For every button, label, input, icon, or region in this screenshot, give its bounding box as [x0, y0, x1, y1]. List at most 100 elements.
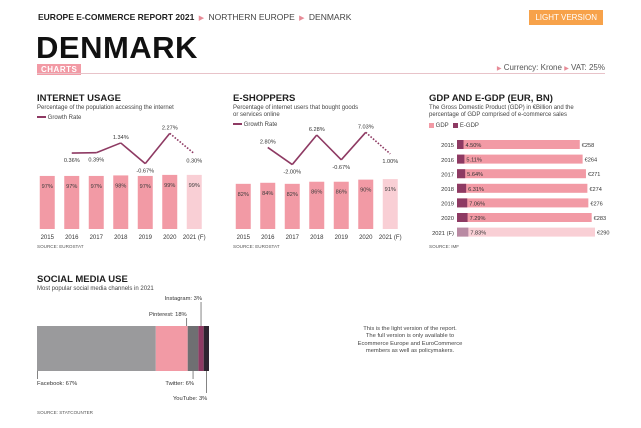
eshoppers-chart: 82% 2015 84% 2016 82% 2017 86% 2018 86% 2019 90% 20…	[235, 124, 402, 241]
egdp-bar	[457, 227, 469, 237]
gdp-y-tick-label: 2015	[441, 143, 454, 149]
egdp-label: 6.31%	[468, 187, 484, 193]
internet-growth-label: 2.27%	[162, 125, 178, 131]
eshoppers-x-tick-label: 2015	[237, 235, 251, 241]
breadcrumb-country[interactable]: DENMARK	[308, 12, 352, 22]
eshoppers-growth-label: 7.03%	[358, 124, 374, 130]
divider	[37, 73, 605, 74]
gdp-y-tick-label: 2021 (F)	[432, 231, 454, 237]
internet-bar-label: 97%	[140, 184, 151, 190]
gdp-title: GDP AND E-GDP (EUR, BN)	[429, 93, 553, 104]
eshoppers-bar-label: 91%	[385, 187, 396, 193]
gdp-subtitle-2: percentage of GDP comprised of e-commerc…	[429, 112, 567, 118]
social-label: Twitter: 6%	[165, 381, 194, 387]
eshoppers-x-tick-label: 2020	[359, 235, 373, 241]
internet-bar	[162, 174, 178, 229]
internet-bar	[186, 174, 202, 229]
egdp-bar	[457, 169, 466, 179]
eshoppers-growth-line-segment	[340, 131, 367, 161]
internet-x-tick-label: 2019	[139, 235, 153, 241]
gdp-bar	[457, 198, 589, 208]
internet-bar-label: 99%	[189, 183, 200, 189]
chevron-right-icon: ▶	[198, 15, 205, 22]
gdp-subtitle-1: The Gross Domestic Product (GDP) in €Bil…	[429, 105, 574, 111]
internet-growth-line-segment	[95, 142, 122, 154]
gdp-value-label: €283	[594, 216, 606, 222]
social-media-chart: Facebook: 67% Pinterest: 18% Twitter: 6% In…	[37, 296, 209, 402]
internet-usage-subtitle: Percentage of the population accessing t…	[37, 105, 174, 111]
legend-egdp-label: E-GDP	[459, 123, 479, 130]
egdp-bar	[457, 183, 467, 193]
social-media-source: SOURCE: STATCOUNTER	[37, 410, 93, 415]
internet-usage-title: INTERNET USAGE	[37, 93, 121, 104]
social-label: Instagram: 3%	[165, 296, 202, 302]
legend-gdp-swatch	[429, 123, 434, 128]
internet-bar-label: 97%	[42, 184, 53, 190]
gdp-chart: 2015 4.50% €258 2016 5.11% €264 2017 5.64% €271 2…	[432, 140, 609, 237]
social-segment-youtube	[203, 326, 209, 371]
internet-growth-label: 0.30%	[186, 159, 202, 165]
gdp-y-tick-label: 2018	[441, 187, 454, 193]
social-label: Facebook: 67%	[37, 381, 77, 387]
egdp-bar	[457, 198, 468, 208]
breadcrumb: EUROPE E-COMMERCE REPORT 2021 ▶ NORTHERN…	[38, 12, 351, 22]
internet-growth-line-segment	[144, 132, 171, 165]
eshoppers-source: SOURCE: EUROSTAT	[233, 244, 280, 249]
triangle-icon: ▶	[564, 66, 569, 72]
egdp-label: 7.83%	[470, 231, 486, 237]
legend-label: Growth Rate	[47, 115, 82, 121]
social-segment-facebook	[37, 326, 156, 371]
egdp-label: 7.29%	[470, 216, 486, 222]
eshoppers-bar	[260, 182, 276, 229]
eshoppers-growth-line-segment	[291, 134, 318, 166]
social-segment-instagram	[198, 326, 204, 371]
legend-gdp-label: GDP	[435, 123, 449, 130]
social-segment-twitter	[187, 326, 199, 371]
egdp-bar	[457, 154, 465, 164]
eshoppers-bar	[284, 183, 300, 229]
eshoppers-bar	[333, 181, 349, 229]
internet-usage-chart: 97% 2015 97% 2016 97% 2017 98% 2018 97% 2019 99% 20…	[39, 125, 206, 241]
internet-bar	[88, 175, 104, 229]
eshoppers-growth-label: 1.00%	[382, 159, 398, 165]
report-title: EUROPE E-COMMERCE REPORT 2021	[38, 12, 195, 22]
gdp-bar	[457, 227, 595, 237]
eshoppers-bar-label: 86%	[311, 190, 322, 196]
gdp-bar	[457, 140, 580, 149]
internet-bar	[39, 175, 55, 229]
social-label: YouTube: 3%	[173, 396, 207, 402]
note-line: members as well as policymakers.	[365, 348, 455, 355]
internet-growth-line-segment	[120, 142, 146, 165]
internet-x-tick-label: 2016	[65, 235, 79, 241]
egdp-label: 5.11%	[466, 158, 481, 164]
gdp-value-label: €271	[588, 172, 600, 178]
triangle-icon: ▶	[496, 66, 502, 72]
internet-growth-line-segment	[169, 132, 195, 155]
gdp-value-label: €274	[589, 187, 601, 193]
legend-egdp-swatch	[453, 123, 459, 128]
gdp-bar	[457, 183, 588, 193]
internet-bar	[113, 175, 129, 229]
gdp-y-tick-label: 2019	[441, 202, 454, 208]
section-label: CHARTS	[37, 64, 82, 75]
eshoppers-growth-label: -2.00%	[283, 170, 301, 176]
gdp-bar	[457, 154, 583, 164]
internet-bar-label: 98%	[115, 183, 126, 189]
note-line: Ecommerce Europe and EuroCommerce	[357, 340, 463, 347]
eshoppers-bar	[309, 181, 325, 229]
internet-x-tick-label: 2015	[41, 235, 55, 241]
gdp-source: SOURCE: IMF	[429, 244, 460, 249]
eshoppers-bar	[358, 179, 374, 229]
eshoppers-bar	[382, 179, 398, 229]
eshoppers-x-tick-label: 2017	[286, 235, 300, 241]
internet-bar	[64, 175, 80, 229]
breadcrumb-region[interactable]: NORTHERN EUROPE	[208, 12, 295, 22]
gdp-y-tick-label: 2016	[441, 158, 454, 164]
note-line: This is the light version of the report.	[363, 326, 457, 332]
eshoppers-x-tick-label: 2019	[335, 235, 349, 241]
eshoppers-x-tick-label: 2016	[261, 235, 275, 241]
light-version-badge: LIGHT VERSION	[529, 10, 603, 25]
internet-usage-source: SOURCE: EUROSTAT	[37, 244, 84, 249]
legend-line-swatch	[37, 116, 46, 119]
egdp-label: 7.06%	[469, 201, 485, 207]
